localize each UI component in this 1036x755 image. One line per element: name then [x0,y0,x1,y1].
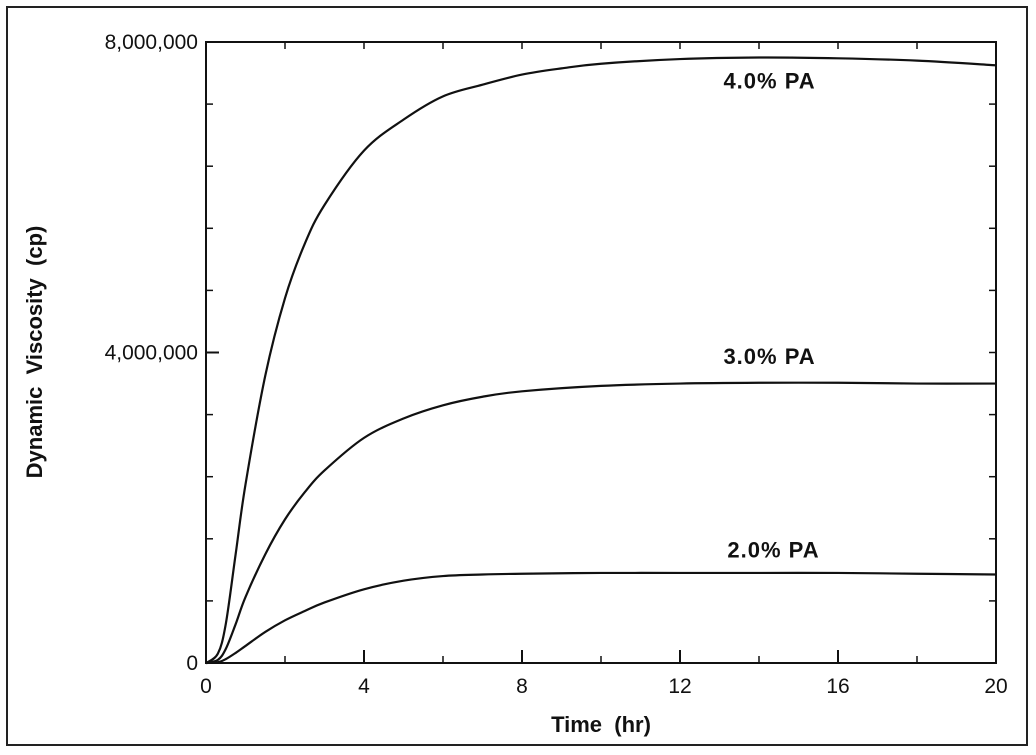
series-labels: 4.0% PA 3.0% PA 2.0% PA [723,69,819,563]
series-label: 2.0% PA [727,537,819,562]
x-tick-label: 20 [984,675,1007,698]
x-tick-label: 4 [358,675,370,698]
x-axis-ticks: 0 4 8 12 16 20 [200,650,1008,698]
y-tick-label: 4,000,000 [105,342,198,365]
figure-frame [6,6,1028,746]
series-label: 3.0% PA [723,344,815,369]
x-axis-title: Time (hr) [551,712,651,737]
x-tick-label: 8 [516,675,528,698]
series-line-3-0-pa [205,381,997,665]
series-lines [205,56,997,665]
series-line-4-0-pa [205,56,997,664]
y-tick-label: 8,000,000 [105,31,198,54]
y-tick-label: 0 [186,652,198,675]
series-line-2-0-pa [205,571,997,665]
x-tick-label: 16 [826,675,849,698]
y-axis-ticks: 0 4,000,000 8,000,000 [105,31,219,675]
plot-area-frame [205,41,997,664]
y-axis-title: Dynamic Viscosity (cp) [22,226,47,479]
minor-ticks [205,41,997,664]
x-tick-label: 12 [668,675,691,698]
x-tick-label: 0 [200,675,212,698]
series-label: 4.0% PA [723,69,815,94]
